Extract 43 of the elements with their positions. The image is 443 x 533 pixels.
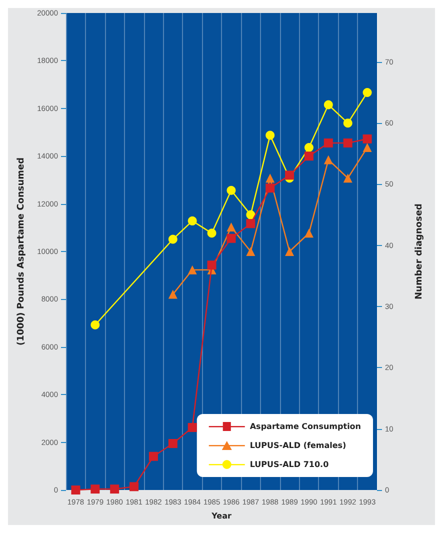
- point: [188, 423, 197, 432]
- point: [324, 138, 333, 148]
- point: [362, 134, 372, 144]
- point: [207, 260, 216, 270]
- point: [343, 138, 352, 148]
- point: [188, 265, 197, 274]
- point: [226, 234, 236, 243]
- point: [168, 290, 178, 299]
- point: [246, 210, 256, 220]
- point: [285, 170, 294, 180]
- point: [266, 184, 275, 193]
- point: [168, 234, 178, 244]
- point: [207, 228, 216, 238]
- point: [110, 484, 120, 494]
- point: [90, 320, 100, 330]
- legend-label: Aspartame Consumption: [250, 422, 362, 431]
- point: [246, 219, 256, 228]
- y2-axis-title: Number diagnosed: [414, 204, 424, 300]
- point: [304, 143, 314, 152]
- point: [304, 152, 314, 161]
- point: [266, 174, 275, 183]
- point: [148, 452, 158, 461]
- point: [343, 118, 352, 128]
- point: [246, 247, 256, 256]
- legend-label: LUPUS-ALD 710.0: [250, 460, 330, 469]
- point: [362, 88, 372, 97]
- point: [285, 247, 294, 256]
- point: [90, 484, 100, 494]
- point: [226, 222, 236, 232]
- point: [343, 174, 352, 183]
- point: [324, 155, 333, 164]
- point: [168, 438, 178, 448]
- legend-label: LUPUS-ALD (females): [250, 441, 346, 450]
- point: [304, 228, 314, 238]
- x-axis-title: Year: [210, 512, 232, 520]
- point: [324, 100, 333, 110]
- point: [188, 216, 197, 226]
- point: [266, 130, 275, 140]
- y-axis-title: (1000) Pounds Aspartame Consumed: [16, 157, 27, 346]
- point: [362, 143, 372, 152]
- point: [226, 186, 236, 195]
- point: [71, 486, 80, 494]
- point: [130, 482, 139, 492]
